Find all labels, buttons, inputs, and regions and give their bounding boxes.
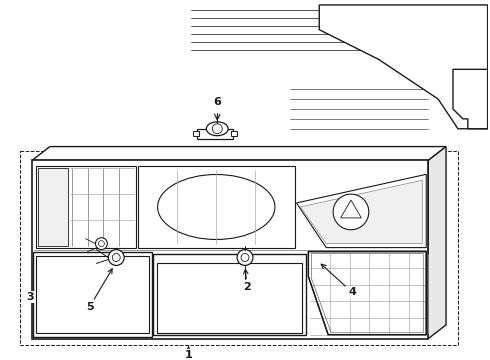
Polygon shape: [308, 252, 426, 335]
Bar: [36, 256, 149, 333]
Bar: [20, 150, 458, 345]
Bar: [231, 131, 237, 136]
Polygon shape: [32, 147, 446, 161]
Circle shape: [112, 253, 120, 261]
Circle shape: [333, 194, 369, 230]
Polygon shape: [453, 69, 488, 129]
Circle shape: [241, 253, 249, 261]
Bar: [194, 131, 199, 136]
Bar: [33, 252, 152, 337]
Text: 5: 5: [86, 269, 112, 312]
Bar: [36, 256, 149, 333]
Ellipse shape: [158, 175, 275, 239]
Circle shape: [237, 249, 253, 265]
Bar: [138, 166, 294, 248]
Text: 3: 3: [26, 292, 34, 302]
Polygon shape: [428, 147, 446, 339]
Text: 2: 2: [243, 269, 251, 292]
Text: 6: 6: [213, 97, 221, 107]
Polygon shape: [341, 200, 361, 218]
Bar: [36, 166, 136, 248]
Ellipse shape: [206, 122, 228, 136]
Polygon shape: [319, 5, 488, 129]
Circle shape: [98, 241, 104, 247]
Text: 1: 1: [185, 346, 193, 360]
Bar: [32, 161, 428, 339]
Circle shape: [96, 238, 107, 249]
Polygon shape: [296, 174, 426, 248]
Bar: [153, 253, 306, 335]
Bar: [157, 264, 302, 333]
Text: 4: 4: [321, 264, 356, 297]
Bar: [38, 168, 68, 246]
Circle shape: [212, 124, 222, 134]
Polygon shape: [300, 180, 422, 244]
Polygon shape: [197, 129, 233, 139]
Circle shape: [108, 249, 124, 265]
